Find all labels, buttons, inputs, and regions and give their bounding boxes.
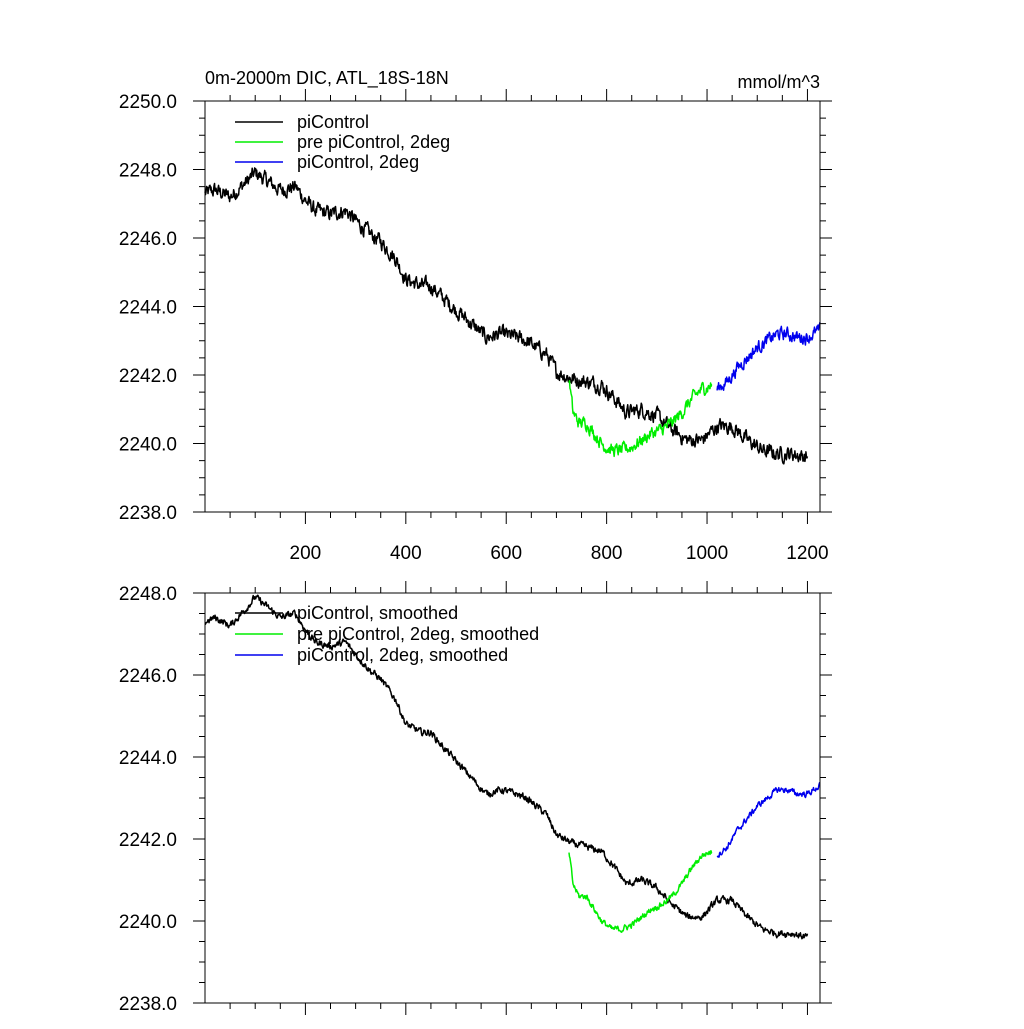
- y-tick-label: 2246.0: [119, 666, 177, 687]
- series-line-2: [716, 321, 821, 391]
- y-tick-label: 2238.0: [119, 994, 177, 1015]
- bottom-panel-ticks: [193, 581, 832, 1015]
- x-tick-label: 1200: [786, 543, 828, 564]
- series-line-1: [568, 380, 713, 458]
- y-tick-label: 2250.0: [119, 92, 177, 113]
- y-tick-label: 2238.0: [119, 503, 177, 524]
- y-tick-label: 2246.0: [119, 229, 177, 250]
- y-tick-label: 2242.0: [119, 830, 177, 851]
- bottom-panel-series: [204, 594, 821, 940]
- y-tick-label: 2248.0: [119, 161, 177, 182]
- legend-label: pre piControl, 2deg: [297, 132, 450, 152]
- top-panel-frame: [204, 100, 821, 513]
- top-panel: 0m-2000m DIC, ATL_18S-18N mmol/m^3 piCon…: [119, 68, 832, 564]
- x-tick-label: 200: [290, 543, 322, 564]
- series-line-0: [204, 594, 809, 940]
- top-panel-units: mmol/m^3: [738, 72, 820, 92]
- y-tick-label: 2242.0: [119, 366, 177, 387]
- top-panel-series: [204, 167, 821, 465]
- y-tick-label: 2240.0: [119, 435, 177, 456]
- series-line-2: [716, 782, 821, 858]
- legend-label: pre piControl, 2deg, smoothed: [297, 624, 539, 644]
- legend-label: piControl, 2deg, smoothed: [297, 645, 508, 665]
- series-line-0: [204, 167, 809, 465]
- top-panel-ticks: [193, 89, 832, 524]
- top-panel-title: 0m-2000m DIC, ATL_18S-18N: [205, 68, 449, 89]
- legend-label: piControl, smoothed: [297, 603, 458, 623]
- y-tick-label: 2248.0: [119, 584, 177, 605]
- x-tick-label: 600: [490, 543, 522, 564]
- x-tick-label: 800: [591, 543, 623, 564]
- series-line-1: [568, 850, 713, 934]
- x-tick-label: 400: [390, 543, 422, 564]
- y-tick-label: 2244.0: [119, 748, 177, 769]
- y-tick-label: 2244.0: [119, 298, 177, 319]
- top-panel-tick-labels: 2238.0 2240.0 2242.0 2244.0 2246.0 2248.0 2250…: [119, 92, 829, 564]
- legend-label: piControl: [297, 112, 369, 132]
- x-tick-label: 1000: [686, 543, 728, 564]
- bottom-panel-frame: [204, 592, 821, 1004]
- y-tick-label: 2240.0: [119, 912, 177, 933]
- legend-label: piControl, 2deg: [297, 152, 419, 172]
- bottom-panel-tick-labels: 2238.0 2240.0 2242.0 2244.0 2246.0 2248.0: [119, 584, 177, 1015]
